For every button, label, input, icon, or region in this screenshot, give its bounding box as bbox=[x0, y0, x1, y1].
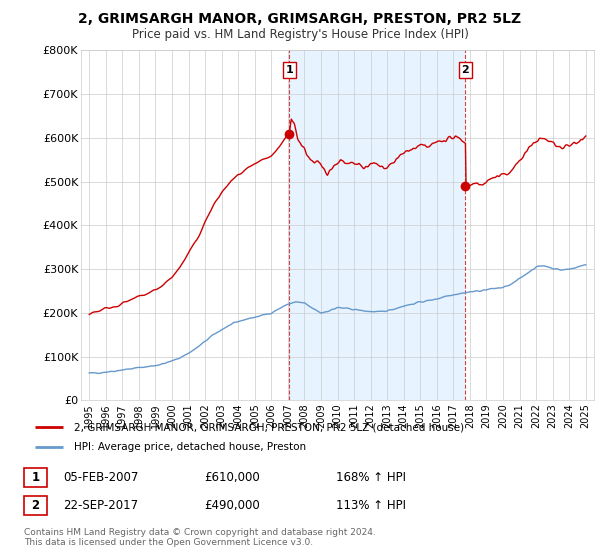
Text: Price paid vs. HM Land Registry's House Price Index (HPI): Price paid vs. HM Land Registry's House … bbox=[131, 28, 469, 41]
Text: 113% ↑ HPI: 113% ↑ HPI bbox=[336, 498, 406, 512]
Text: 22-SEP-2017: 22-SEP-2017 bbox=[63, 498, 138, 512]
Text: £490,000: £490,000 bbox=[204, 498, 260, 512]
Text: Contains HM Land Registry data © Crown copyright and database right 2024.
This d: Contains HM Land Registry data © Crown c… bbox=[24, 528, 376, 547]
Text: 2: 2 bbox=[461, 65, 469, 75]
Bar bbox=[289, 50, 466, 400]
Text: 2: 2 bbox=[31, 498, 40, 512]
Text: 1: 1 bbox=[31, 470, 40, 484]
Text: 2, GRIMSARGH MANOR, GRIMSARGH, PRESTON, PR2 5LZ (detached house): 2, GRIMSARGH MANOR, GRIMSARGH, PRESTON, … bbox=[74, 422, 464, 432]
Text: 05-FEB-2007: 05-FEB-2007 bbox=[63, 470, 139, 484]
Text: 168% ↑ HPI: 168% ↑ HPI bbox=[336, 470, 406, 484]
Text: HPI: Average price, detached house, Preston: HPI: Average price, detached house, Pres… bbox=[74, 442, 307, 452]
Text: £610,000: £610,000 bbox=[204, 470, 260, 484]
Text: 1: 1 bbox=[286, 65, 293, 75]
Text: 2, GRIMSARGH MANOR, GRIMSARGH, PRESTON, PR2 5LZ: 2, GRIMSARGH MANOR, GRIMSARGH, PRESTON, … bbox=[79, 12, 521, 26]
